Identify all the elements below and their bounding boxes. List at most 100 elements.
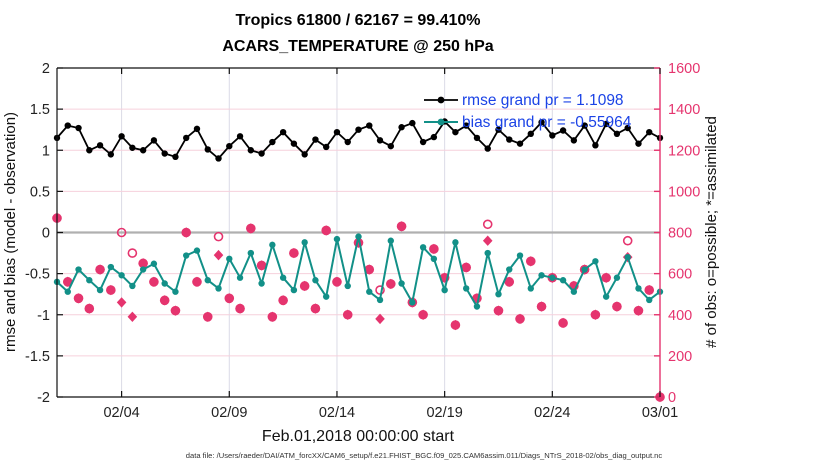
assimilated-obs-marker (493, 305, 504, 316)
assimilated-obs-marker (536, 301, 547, 312)
bias-point (430, 255, 438, 263)
assimilated-obs-marker (612, 301, 622, 312)
right-tick-label: 400 (668, 308, 692, 324)
bias-point (441, 286, 448, 294)
assimilated-obs-marker (590, 309, 601, 320)
rmse-point (376, 137, 384, 144)
rmse-point (549, 132, 556, 139)
bias-point (183, 252, 190, 259)
assimilated-obs-marker (127, 311, 138, 323)
assimilated-obs-marker (159, 295, 170, 306)
rmse-point (387, 142, 395, 150)
rmse-point (506, 136, 513, 143)
assimilated-obs-marker (310, 303, 321, 314)
rmse-point (226, 142, 233, 150)
legend-bias-label: bias grand pr = -0.55964 (462, 114, 632, 131)
assimilated-obs-marker (644, 284, 655, 296)
assimilated-obs-marker (342, 309, 353, 320)
rmse-point (484, 145, 491, 152)
bias-point (290, 286, 298, 294)
bias-point (355, 233, 362, 240)
bias-point (419, 244, 427, 251)
right-tick-label: 800 (668, 226, 692, 242)
bias-point (635, 285, 642, 292)
rmse-point (592, 142, 599, 149)
right-tick-label: 600 (668, 267, 692, 283)
bias-point (139, 266, 147, 273)
possible-obs-marker (622, 235, 633, 246)
legend: rmse grand pr = 1.1098 bias grand pr = -… (424, 92, 632, 131)
left-tick-label: 1 (42, 143, 50, 159)
bias-point (118, 272, 125, 279)
bias-point (150, 260, 158, 267)
bias-point (592, 258, 599, 265)
assimilated-obs-marker (116, 297, 127, 308)
assimilated-obs-marker (461, 262, 471, 273)
assimilated-obs-marker (256, 260, 267, 271)
assimilated-obs-marker (246, 223, 256, 234)
rmse-point (139, 147, 147, 154)
rmse-point (635, 140, 642, 147)
bias-point (247, 249, 255, 257)
assimilated-obs-marker (84, 303, 95, 314)
assimilated-obs-marker (202, 311, 213, 323)
right-tick-label: 1600 (668, 61, 700, 77)
right-tick-label: 1200 (668, 143, 700, 159)
rmse-point (527, 130, 534, 137)
assimilated-obs-marker (149, 276, 159, 288)
left-tick-label: -0.5 (25, 267, 50, 283)
bias-point (538, 272, 545, 279)
chart-title-line2: ACARS_TEMPERATURE @ 250 hPa (222, 38, 493, 55)
axis-tick-labels: -2 -1.5 -1 -0.5 0 0.5 1 1.5 2 0 200 400 600 800 1000 12… (25, 61, 700, 421)
bias-point (559, 277, 567, 284)
bias-point (269, 241, 276, 249)
left-y-axis-label: rmse and bias (model - observation) (2, 112, 19, 352)
assimilated-obs-marker (289, 247, 299, 259)
legend-rmse-marker (437, 96, 445, 104)
bias-point (172, 288, 179, 295)
rmse-point (624, 124, 631, 132)
bias-point (516, 252, 524, 259)
assimilated-obs-marker (482, 235, 493, 246)
rmse-point (430, 133, 438, 141)
bias-point (366, 288, 373, 295)
bias-point (506, 266, 513, 273)
assimilated-obs-marker (332, 276, 342, 288)
left-tick-label: -2 (37, 390, 50, 406)
rmse-point (581, 122, 588, 129)
rmse-point (129, 144, 136, 151)
assimilated-obs-marker (601, 272, 611, 283)
rmse-point (613, 130, 621, 137)
bias-point (301, 239, 308, 246)
bias-point (312, 277, 319, 284)
bias-point (226, 255, 233, 263)
possible-obs-marker (375, 285, 385, 295)
assimilated-obs-marker (321, 225, 331, 236)
bias-point (473, 303, 481, 310)
rmse-point (355, 126, 362, 133)
legend-rmse-label: rmse grand pr = 1.1098 (462, 92, 624, 109)
assimilated-obs-marker (106, 284, 116, 296)
possible-obs-marker (213, 231, 224, 242)
rmse-point (204, 146, 211, 153)
bias-point (409, 299, 416, 306)
rmse-point (559, 127, 567, 134)
rmse-point (344, 138, 351, 146)
right-y-axis-label: # of obs: o=possible; *=assimilated (703, 116, 720, 348)
assimilated-obs-marker (525, 256, 536, 267)
rmse-point (279, 128, 287, 136)
assimilated-obs-marker (181, 227, 192, 238)
right-tick-label: 1000 (668, 184, 700, 200)
rmse-point (333, 128, 341, 136)
rmse-point (215, 155, 222, 162)
right-tick-label: 200 (668, 349, 692, 365)
rmse-point (495, 126, 502, 133)
bias-point (96, 286, 104, 294)
assimilated-obs-marker (386, 278, 396, 290)
assimilated-obs-marker (73, 293, 84, 304)
assimilated-obs-marker (170, 305, 181, 316)
rmse-point (602, 120, 610, 128)
rmse-point (183, 134, 190, 142)
bias-point (86, 277, 93, 284)
